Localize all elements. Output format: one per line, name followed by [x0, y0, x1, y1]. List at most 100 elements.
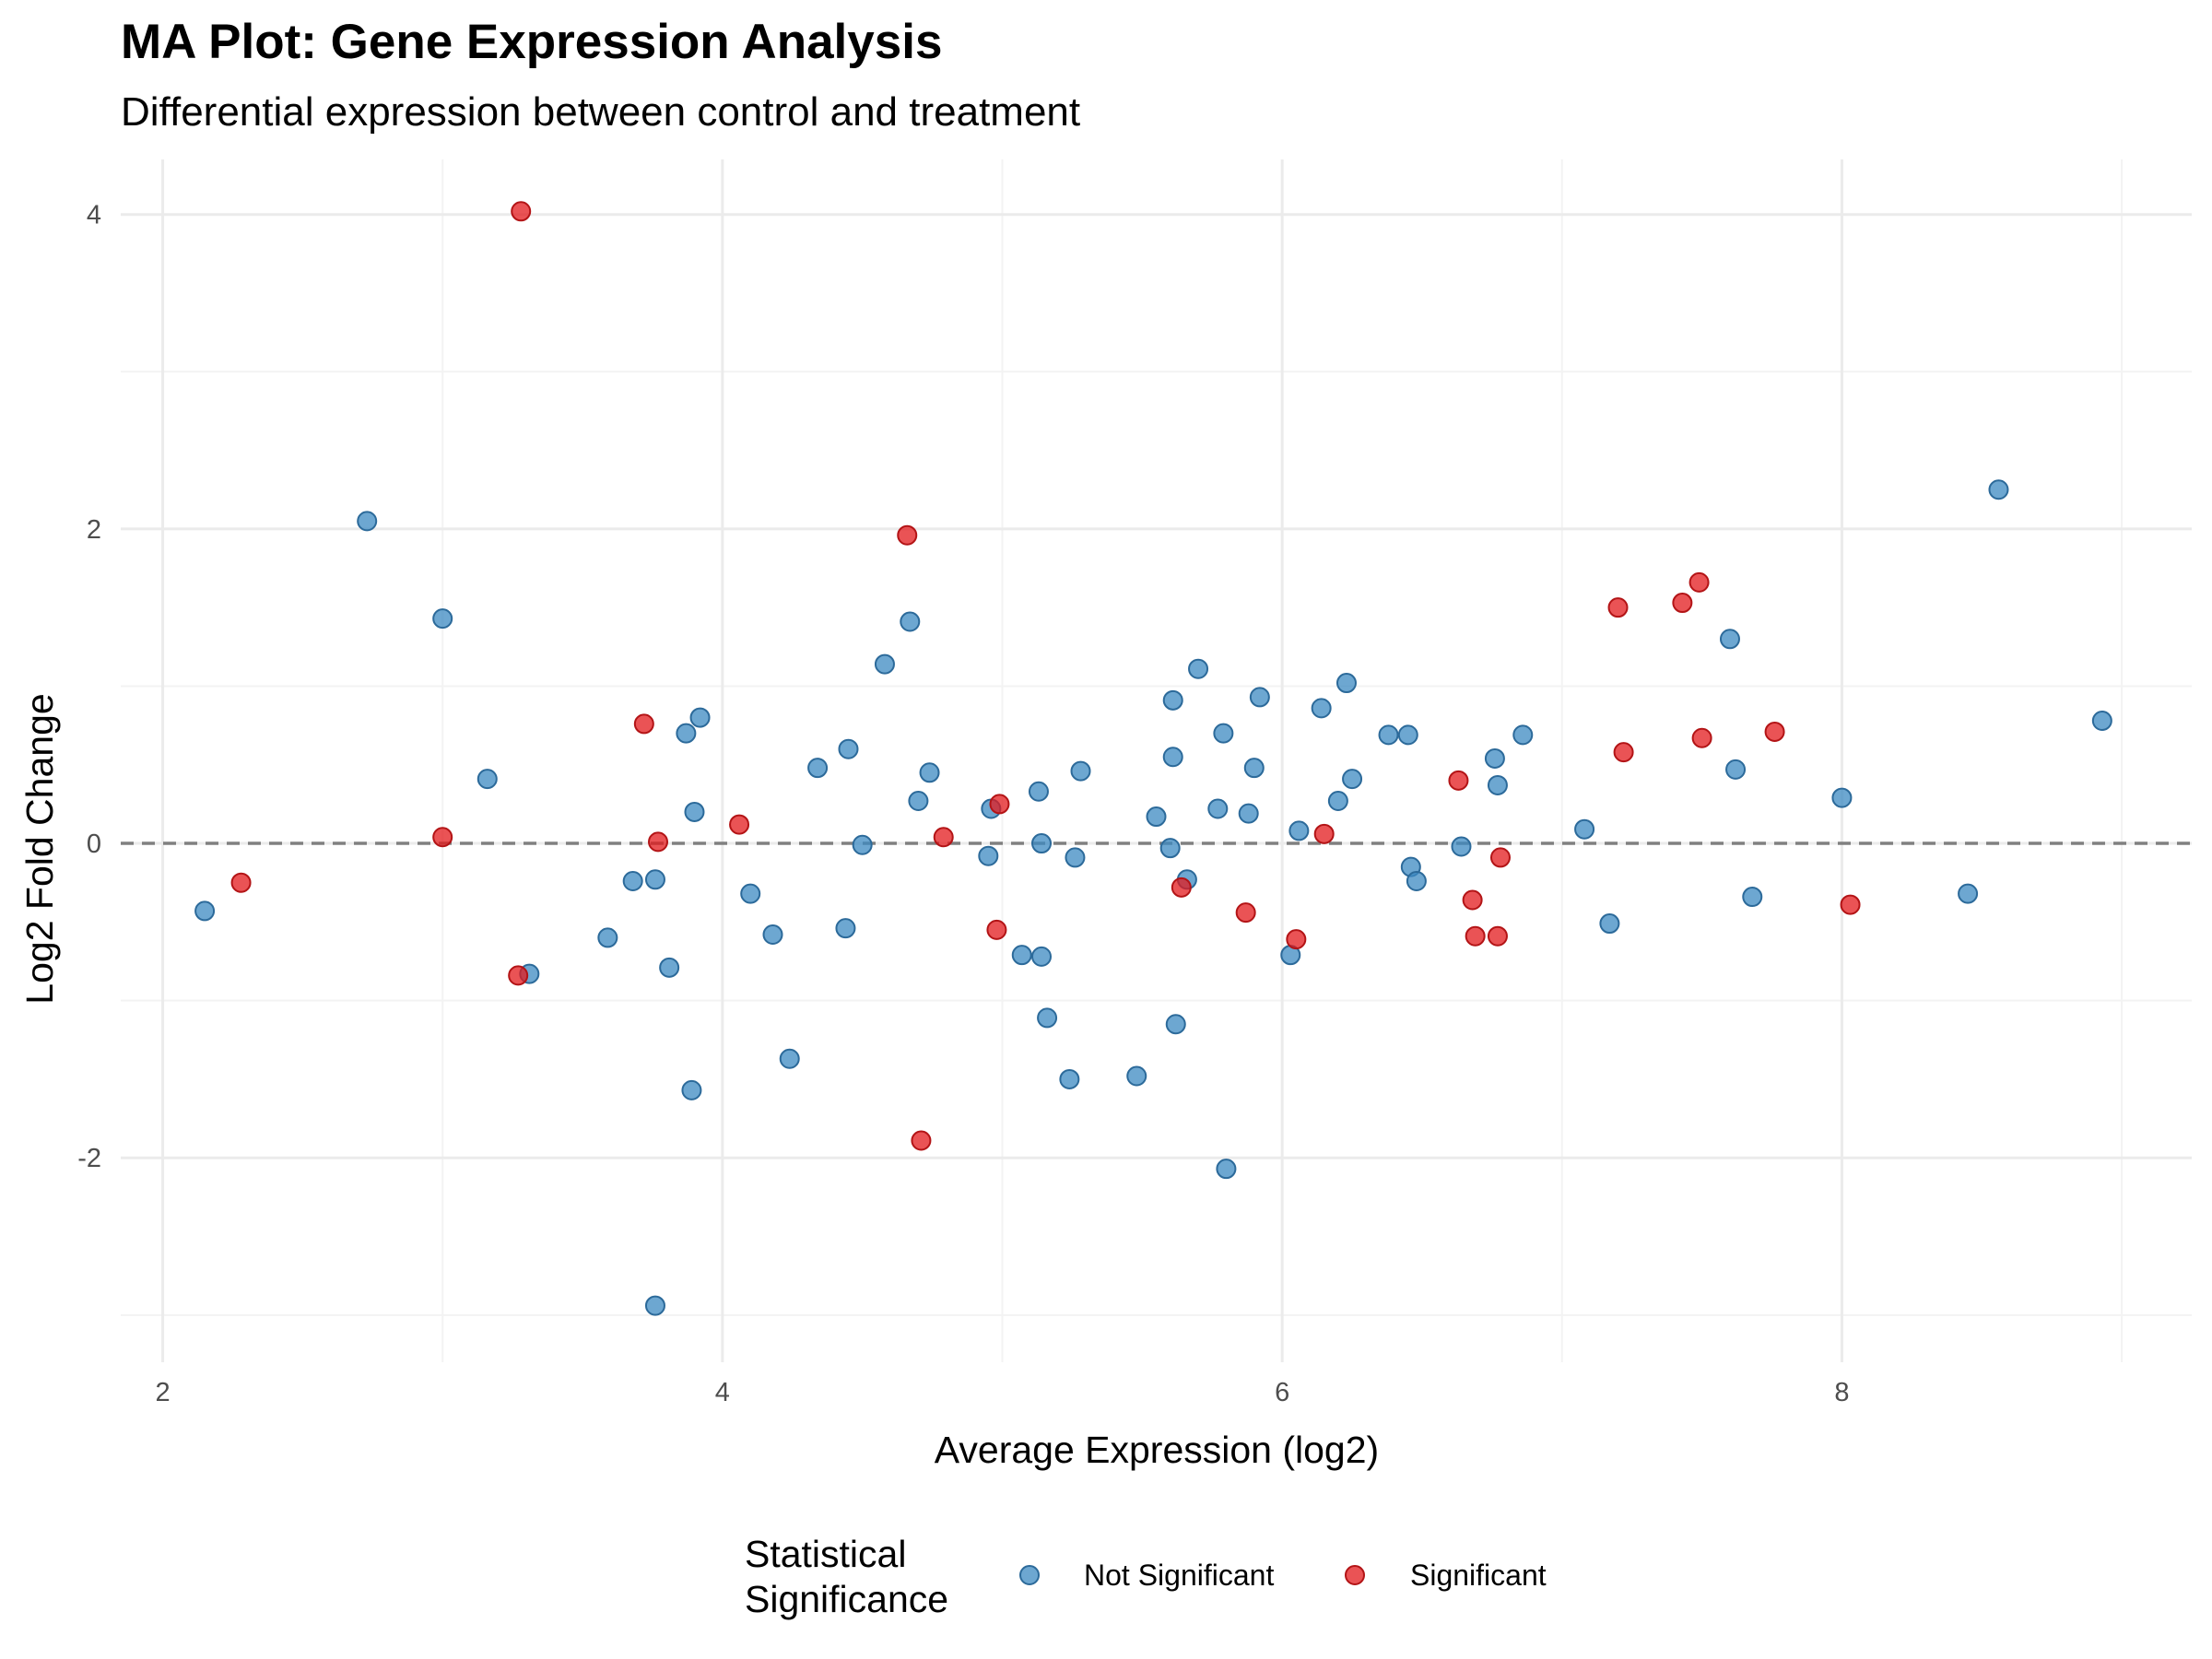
data-point: [1235, 902, 1256, 924]
data-point: [689, 707, 711, 728]
y-tick-label: 4: [87, 201, 101, 230]
legend: Statistical Significance Not Significant…: [745, 1533, 1547, 1620]
data-point: [1216, 1159, 1237, 1180]
legend-label-not-significant: Not Significant: [1084, 1559, 1274, 1592]
data-point: [622, 871, 643, 891]
data-point: [648, 831, 669, 853]
x-tick-label: 4: [715, 1378, 730, 1407]
data-point: [1599, 913, 1620, 935]
legend-label-significant: Significant: [1410, 1559, 1547, 1592]
grid: [121, 159, 2192, 1362]
data-point: [911, 1130, 932, 1151]
data-point: [1243, 758, 1265, 779]
data-point: [1574, 818, 1595, 840]
data-point: [1146, 806, 1167, 828]
data-point: [1037, 1007, 1058, 1029]
x-tick-label: 8: [1834, 1378, 1849, 1407]
data-point: [740, 883, 761, 904]
data-point: [1188, 658, 1209, 679]
x-tick-label: 2: [155, 1378, 170, 1407]
data-point: [676, 723, 697, 744]
y-tick-label: 2: [87, 515, 101, 545]
data-point: [1288, 820, 1310, 841]
data-point: [933, 827, 954, 848]
data-point: [1171, 877, 1192, 898]
chart-subtitle: Differential expression between control …: [121, 89, 1080, 135]
data-point: [1126, 1065, 1147, 1087]
data-point: [1487, 774, 1508, 795]
data-point: [986, 919, 1007, 940]
data-point: [919, 762, 940, 783]
data-point: [807, 758, 829, 779]
data-point: [1613, 742, 1634, 763]
data-point: [1462, 889, 1483, 911]
data-point: [1313, 823, 1335, 844]
data-point: [1831, 787, 1853, 808]
data-point: [838, 738, 859, 759]
data-point: [1213, 723, 1234, 744]
data-point: [1840, 894, 1861, 915]
data-point: [1159, 838, 1181, 859]
data-point: [1988, 479, 2009, 500]
axis-ticks: 2 4 6 8 -2 0 2 4: [77, 201, 1849, 1407]
data-point: [852, 834, 873, 855]
data-point: [1028, 781, 1049, 802]
data-point: [508, 965, 529, 986]
data-point: [897, 524, 918, 546]
data-point: [1764, 721, 1785, 742]
y-tick-label: -2: [77, 1144, 101, 1173]
data-points: [194, 201, 2112, 1316]
chart-title: MA Plot: Gene Expression Analysis: [121, 15, 942, 69]
data-point: [644, 1295, 665, 1316]
data-point: [230, 872, 252, 893]
legend-title: Statistical Significance: [745, 1533, 948, 1620]
x-tick-label: 6: [1275, 1378, 1289, 1407]
data-point: [1065, 847, 1086, 868]
data-point: [2091, 711, 2112, 731]
data-point: [1672, 593, 1693, 614]
data-point: [1162, 747, 1183, 768]
y-axis-title: Log2 Fold Change: [18, 693, 61, 1004]
data-point: [1286, 929, 1307, 950]
data-point: [989, 794, 1010, 815]
data-point: [511, 201, 532, 222]
data-point: [1162, 689, 1183, 711]
data-point: [1238, 803, 1259, 824]
data-point: [659, 957, 680, 978]
data-point: [1742, 887, 1763, 908]
data-point: [1406, 871, 1427, 891]
data-point: [1725, 759, 1747, 780]
data-point: [1512, 724, 1534, 746]
data-point: [1489, 847, 1511, 868]
data-point: [633, 713, 654, 735]
series-not-significant: [194, 479, 2112, 1316]
data-point: [681, 1079, 702, 1100]
legend-item-not-significant: Not Significant: [1019, 1559, 1274, 1592]
data-point: [1607, 597, 1629, 618]
data-point: [1059, 1068, 1080, 1089]
data-point: [729, 814, 750, 835]
data-point: [1165, 1014, 1186, 1035]
data-point: [1335, 673, 1357, 694]
legend-item-significant: Significant: [1345, 1559, 1547, 1592]
data-point: [1958, 883, 1979, 904]
data-point: [1031, 946, 1053, 967]
data-point: [1448, 770, 1469, 791]
data-point: [1249, 687, 1270, 708]
data-point: [684, 801, 705, 822]
data-point: [1342, 769, 1363, 790]
data-point: [1031, 833, 1053, 854]
data-point: [1207, 798, 1229, 819]
data-point: [477, 769, 498, 790]
data-point: [874, 653, 895, 675]
data-point: [1719, 629, 1740, 650]
data-point: [1688, 571, 1710, 593]
data-point: [835, 918, 856, 939]
data-point: [1311, 698, 1332, 719]
legend-swatch-not-significant: [1019, 1565, 1040, 1585]
legend-title-line-2: Significance: [745, 1578, 948, 1620]
legend-swatch-significant: [1345, 1565, 1365, 1585]
data-point: [1484, 747, 1505, 769]
data-point: [900, 611, 921, 632]
